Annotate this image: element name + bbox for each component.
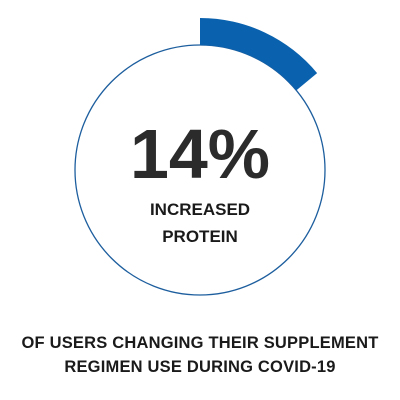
stat-label-line-2: PROTEIN	[162, 227, 238, 246]
stat-value: 14%	[130, 115, 270, 193]
progress-arc-14-percent	[200, 18, 318, 91]
stat-label-line-1: INCREASED	[150, 200, 250, 219]
caption-line-2: REGIMEN USE DURING COVID-19	[64, 358, 336, 376]
caption-line-1: OF USERS CHANGING THEIR SUPPLEMENT	[21, 334, 379, 352]
